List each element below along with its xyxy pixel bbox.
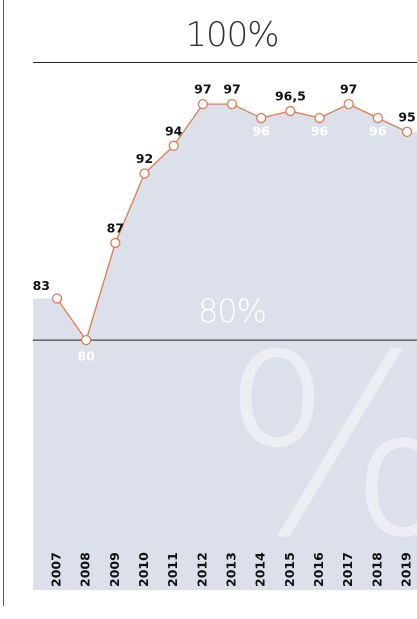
point: [81, 334, 92, 346]
data-label: 96: [252, 124, 270, 139]
y-tick-label: 100%: [185, 15, 278, 55]
point: [401, 126, 413, 138]
point: [314, 112, 325, 124]
area: [33, 104, 417, 590]
data-label: 96: [311, 124, 329, 139]
point: [168, 140, 179, 151]
x-tick-label: 2016: [311, 552, 326, 587]
x-tick-label: 2014: [253, 552, 268, 587]
point: [51, 293, 63, 304]
data-label: 97: [223, 82, 240, 97]
data-label: 96,5: [275, 89, 306, 104]
x-tick-label: 2012: [194, 552, 209, 587]
data-label: 94: [165, 123, 183, 138]
x-tick-label: 2011: [165, 552, 180, 587]
x-tick-label: 2010: [136, 552, 151, 587]
x-tick-label: 2017: [340, 552, 355, 587]
watermark: %: [221, 301, 417, 592]
data-label: 95: [398, 109, 415, 124]
data-label: 83: [33, 278, 50, 293]
data-label: 87: [107, 220, 124, 235]
point: [372, 112, 384, 124]
x-tick-label: 2009: [107, 552, 122, 587]
y-tick-label: 80%: [198, 292, 266, 330]
point: [226, 98, 238, 110]
point: [343, 98, 354, 110]
point: [285, 105, 296, 117]
data-label: 97: [194, 82, 211, 97]
x-tick-label: 2018: [369, 552, 384, 587]
point: [256, 112, 267, 124]
data-label: 96: [369, 124, 387, 139]
x-tick-label: 2019: [399, 552, 414, 587]
data-label: 80: [77, 349, 95, 364]
point: [110, 237, 121, 249]
data-label: 97: [340, 82, 357, 97]
x-tick-label: 2013: [224, 552, 239, 587]
point: [139, 168, 150, 179]
data-label: 92: [136, 151, 153, 166]
x-tick-label: 2008: [78, 552, 93, 587]
point: [197, 98, 209, 110]
x-tick-label: 2015: [282, 552, 297, 587]
x-tick-label: 2007: [49, 552, 64, 587]
